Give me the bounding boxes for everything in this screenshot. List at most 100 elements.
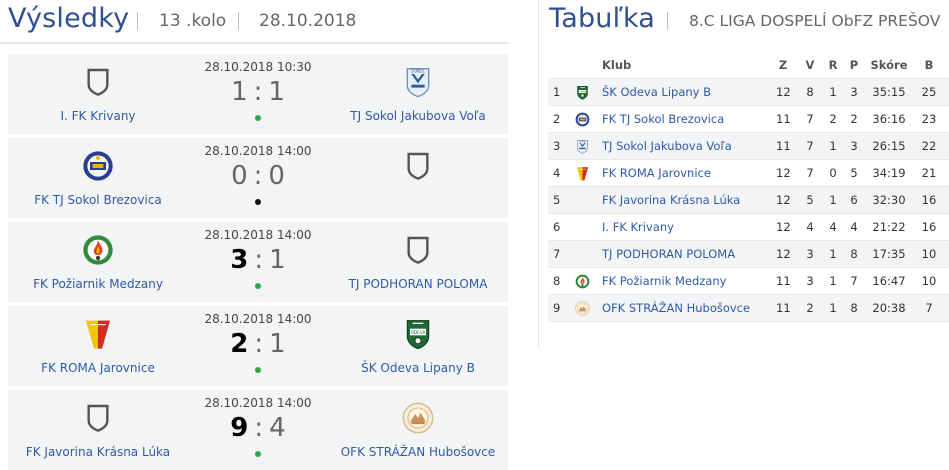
away-team[interactable]: ODEVA ŠK Odeva Lipany B bbox=[328, 306, 508, 386]
home-team[interactable]: FK Požiarnik Medzany bbox=[8, 222, 188, 302]
col-points: B bbox=[924, 58, 934, 72]
home-team-name[interactable]: FK Javorina Krásna Lúka bbox=[25, 445, 171, 459]
away-score: 1 bbox=[268, 77, 285, 107]
league-name: 8.C LIGA DOSPELÍ ObFZ PREŠOV bbox=[689, 12, 941, 30]
home-team[interactable]: I. FK Krivany bbox=[8, 54, 188, 134]
played: 11 bbox=[776, 274, 791, 288]
col-played: Z bbox=[778, 58, 788, 72]
table-row[interactable]: 7 TJ PODHORAN POLOMA 12 3 1 8 17:35 10 bbox=[548, 241, 949, 268]
wins: 3 bbox=[806, 247, 814, 261]
home-team[interactable]: FK TJ Sokol Brezovica bbox=[8, 138, 188, 218]
match-center: 28.10.2018 14:00 2:1 bbox=[188, 306, 328, 386]
match-center: 28.10.2018 14:00 0:0 bbox=[188, 138, 328, 218]
match-datetime: 28.10.2018 14:00 bbox=[204, 396, 312, 410]
wins: 8 bbox=[806, 85, 814, 99]
club-name[interactable]: TJ PODHORAN POLOMA bbox=[602, 247, 736, 261]
goal-score: 36:16 bbox=[872, 112, 906, 126]
club-name[interactable]: I. FK Krivany bbox=[602, 220, 674, 234]
table-row[interactable]: 8 FK Požiarnik Medzany 11 3 1 7 16:47 10 bbox=[548, 268, 949, 295]
losses: 3 bbox=[850, 85, 858, 99]
match-score[interactable]: 0:0 bbox=[188, 160, 328, 192]
club-name[interactable]: OFK STRÁŽAN Hubošovce bbox=[602, 301, 751, 315]
club-name[interactable]: FK Javorina Krásna Lúka bbox=[602, 193, 741, 207]
match-card[interactable]: FK TJ Sokol Brezovica 28.10.2018 14:00 0… bbox=[8, 138, 508, 218]
match-card[interactable]: I. FK Krivany 28.10.2018 10:30 1:1 SOKOL… bbox=[8, 54, 508, 134]
club-logo-empty bbox=[572, 187, 592, 214]
points: 23 bbox=[921, 112, 937, 126]
away-team-name[interactable]: TJ PODHORAN POLOMA bbox=[348, 277, 488, 291]
club-logo-empty bbox=[572, 241, 592, 268]
home-score: 2 bbox=[230, 329, 249, 359]
match-score[interactable]: 1:1 bbox=[188, 76, 328, 108]
home-team-name[interactable]: FK ROMA Jarovnice bbox=[41, 361, 155, 375]
position: 7 bbox=[553, 247, 561, 261]
results-panel: Výsledky 13 .kolo 28.10.2018 I. FK Kriva… bbox=[0, 3, 508, 470]
points: 10 bbox=[921, 247, 937, 261]
away-team[interactable]: SOKOL TJ Sokol Jakubova Voľa bbox=[328, 54, 508, 134]
goal-score: 16:47 bbox=[872, 274, 906, 288]
table-row[interactable]: 4 FK ROMA Jarovnice 12 7 0 5 34:19 21 bbox=[548, 160, 949, 187]
away-team[interactable]: OFK STRÁŽAN Hubošovce bbox=[328, 390, 508, 470]
match-score[interactable]: 3:1 bbox=[188, 244, 328, 276]
away-score: 4 bbox=[269, 413, 286, 443]
away-team-name[interactable]: TJ Sokol Jakubova Voľa bbox=[350, 109, 486, 123]
table-row[interactable]: 3 SOKOL TJ Sokol Jakubova Voľa 11 7 1 3 … bbox=[548, 133, 949, 160]
home-score: 0 bbox=[231, 161, 248, 191]
match-status-dot bbox=[255, 115, 261, 121]
home-team-name[interactable]: FK TJ Sokol Brezovica bbox=[34, 193, 162, 207]
match-status-dot bbox=[255, 283, 261, 289]
position: 8 bbox=[553, 274, 561, 288]
draws: 1 bbox=[829, 274, 837, 288]
club-name[interactable]: FK ROMA Jarovnice bbox=[602, 166, 711, 180]
home-team[interactable]: FK Javorina Krásna Lúka bbox=[8, 390, 188, 470]
col-wins: V bbox=[805, 58, 815, 72]
score-separator: : bbox=[254, 329, 264, 359]
match-datetime: 28.10.2018 14:00 bbox=[204, 228, 312, 242]
losses: 8 bbox=[850, 301, 858, 315]
club-name[interactable]: ŠK Odeva Lipany B bbox=[602, 85, 712, 99]
score-separator: : bbox=[254, 413, 264, 443]
table-row[interactable]: 1 ODEVA ŠK Odeva Lipany B 12 8 1 3 35:15… bbox=[548, 79, 949, 106]
played: 12 bbox=[776, 166, 791, 180]
points: 21 bbox=[921, 166, 937, 180]
standings-header: Tabuľka 8.C LIGA DOSPELÍ ObFZ PREŠOV bbox=[538, 0, 949, 44]
match-status-dot bbox=[255, 199, 261, 205]
away-team-name[interactable]: OFK STRÁŽAN Hubošovce bbox=[340, 445, 496, 459]
away-score: 0 bbox=[268, 161, 285, 191]
score-separator: : bbox=[254, 245, 264, 275]
shield-placeholder-icon bbox=[80, 400, 116, 436]
table-row[interactable]: 2 FK TJ Sokol Brezovica 11 7 2 2 36:16 2… bbox=[548, 106, 949, 133]
club-name[interactable]: FK TJ Sokol Brezovica bbox=[602, 112, 725, 126]
table-row[interactable]: 6 I. FK Krivany 12 4 4 4 21:22 16 bbox=[548, 214, 949, 241]
match-status-dot bbox=[255, 367, 261, 373]
away-team[interactable] bbox=[328, 138, 508, 218]
sokol-jakubova-crest-icon: SOKOL bbox=[400, 64, 436, 100]
played: 12 bbox=[776, 247, 791, 261]
away-team[interactable]: TJ PODHORAN POLOMA bbox=[328, 222, 508, 302]
shield-placeholder-icon bbox=[400, 148, 436, 184]
goal-score: 34:19 bbox=[872, 166, 906, 180]
match-card[interactable]: FK Javorina Krásna Lúka 28.10.2018 14:00… bbox=[8, 390, 508, 470]
match-card[interactable]: FK Požiarnik Medzany 28.10.2018 14:00 3:… bbox=[8, 222, 508, 302]
match-score[interactable]: 2:1 bbox=[188, 328, 328, 360]
position: 6 bbox=[553, 220, 561, 234]
draws: 4 bbox=[829, 220, 837, 234]
away-team-name[interactable]: ŠK Odeva Lipany B bbox=[361, 361, 475, 375]
club-name[interactable]: FK Požiarnik Medzany bbox=[602, 274, 727, 288]
club-name[interactable]: TJ Sokol Jakubova Voľa bbox=[602, 139, 732, 153]
home-team-name[interactable]: FK Požiarnik Medzany bbox=[33, 277, 163, 291]
home-team[interactable]: FK ROMA Jarovnice bbox=[8, 306, 188, 386]
wins: 3 bbox=[806, 274, 814, 288]
table-row[interactable]: 9 OFK STRÁŽAN Hubošovce 11 2 1 8 20:38 7 bbox=[548, 295, 949, 322]
losses: 7 bbox=[850, 274, 858, 288]
table-row[interactable]: 5 FK Javorina Krásna Lúka 12 5 1 6 32:30… bbox=[548, 187, 949, 214]
match-card[interactable]: FK ROMA Jarovnice 28.10.2018 14:00 2:1 O… bbox=[8, 306, 508, 386]
draws: 1 bbox=[829, 139, 837, 153]
home-team-name[interactable]: I. FK Krivany bbox=[60, 109, 136, 123]
club-logo-empty bbox=[572, 214, 592, 241]
strazan-hubosovce-crest-icon bbox=[572, 295, 592, 322]
match-score[interactable]: 9:4 bbox=[188, 412, 328, 444]
losses: 4 bbox=[850, 220, 858, 234]
score-separator: : bbox=[253, 77, 263, 107]
points: 10 bbox=[921, 274, 937, 288]
